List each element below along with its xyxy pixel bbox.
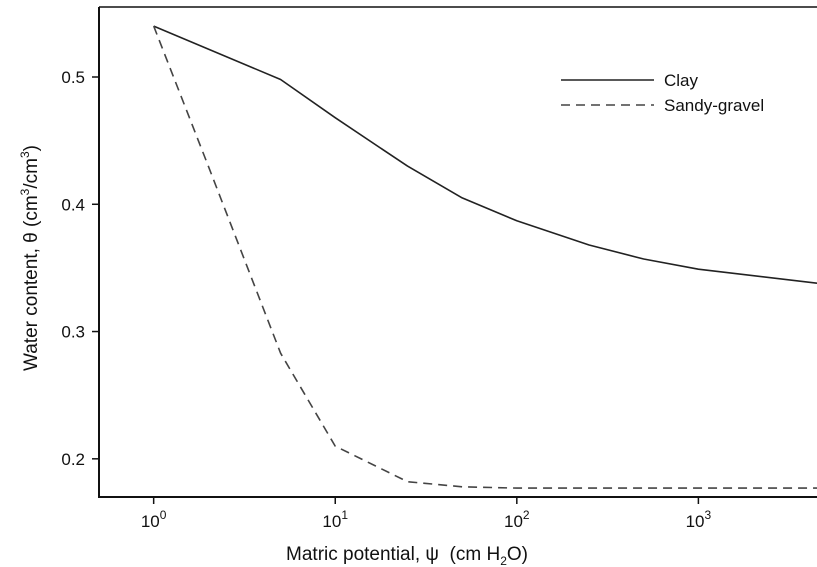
y-tick-label: 0.2 (61, 450, 85, 469)
x-tick-label: 102 (504, 508, 530, 531)
y-tick-label: 0.4 (61, 195, 85, 214)
y-tick-label: 0.5 (61, 68, 85, 87)
x-tick-label: 101 (322, 508, 348, 531)
legend: Clay Sandy-gravel (561, 71, 764, 115)
x-tick-label: 103 (686, 508, 712, 531)
y-tick-label: 0.3 (61, 323, 85, 342)
x-axis-label: Matric potential, ψ (cm H2O) (286, 544, 528, 567)
legend-label: Sandy-gravel (664, 96, 764, 115)
x-tick-label: 100 (141, 508, 167, 531)
series-line-sandy-gravel (152, 25, 817, 489)
plot-axes (98, 7, 817, 498)
y-axis-label: Water content, θ (cm3/cm3) (18, 145, 42, 371)
series-line-clay (153, 25, 817, 284)
legend-label: Clay (664, 71, 699, 90)
